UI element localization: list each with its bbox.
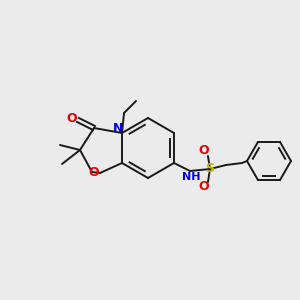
Text: NH: NH [182, 172, 200, 182]
Text: O: O [199, 145, 209, 158]
Text: S: S [206, 163, 214, 176]
Text: O: O [67, 112, 77, 125]
Text: O: O [199, 181, 209, 194]
Text: N: N [113, 122, 123, 136]
Text: O: O [89, 167, 99, 179]
